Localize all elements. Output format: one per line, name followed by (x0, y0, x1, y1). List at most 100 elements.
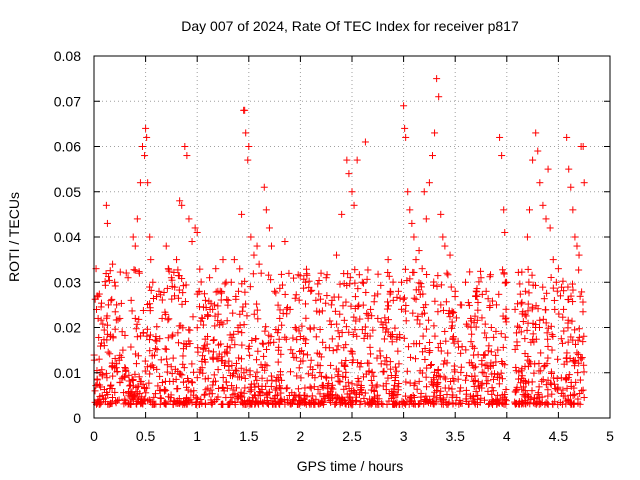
data-point (580, 332, 588, 340)
data-points (90, 75, 588, 408)
data-point (360, 334, 368, 342)
data-point (247, 380, 255, 388)
data-point (353, 381, 361, 389)
data-point (229, 372, 237, 380)
data-point (113, 301, 121, 309)
data-point (530, 369, 538, 377)
data-point (567, 391, 575, 399)
data-point (450, 339, 458, 347)
data-point (171, 283, 179, 291)
data-point (434, 344, 442, 352)
data-point (238, 341, 246, 349)
data-point (412, 286, 420, 294)
data-point (568, 317, 576, 325)
data-point (492, 397, 500, 405)
data-point (384, 302, 392, 310)
data-point (492, 327, 500, 335)
data-point (198, 364, 206, 372)
data-point (408, 393, 416, 401)
data-point (114, 316, 122, 324)
data-point (188, 360, 196, 368)
data-point (319, 338, 327, 346)
data-point (175, 339, 183, 347)
data-point (122, 366, 130, 374)
data-point (328, 381, 336, 389)
data-point (195, 303, 203, 311)
data-point (467, 338, 475, 346)
data-point (489, 362, 497, 370)
data-point (250, 310, 258, 318)
data-point (368, 396, 376, 404)
data-point (96, 381, 104, 389)
data-point (382, 380, 390, 388)
data-point (535, 359, 543, 367)
data-point (346, 393, 354, 401)
data-point (480, 351, 488, 359)
data-point (360, 394, 368, 402)
data-point (214, 366, 222, 374)
data-point (199, 345, 207, 353)
data-point (315, 400, 323, 408)
data-point (345, 170, 353, 178)
data-point (534, 147, 542, 155)
data-point (291, 324, 299, 331)
data-point (131, 242, 139, 250)
data-point (387, 371, 395, 379)
data-point (259, 340, 267, 348)
data-point (352, 390, 360, 398)
data-point (449, 391, 457, 399)
data-point (327, 301, 335, 309)
data-point (342, 341, 350, 349)
data-point (495, 380, 503, 388)
data-point (558, 283, 566, 291)
data-point (502, 305, 510, 313)
data-point (442, 337, 450, 345)
data-point (304, 370, 312, 378)
y-tick-label: 0.05 (54, 184, 81, 200)
data-point (544, 342, 552, 350)
data-point (179, 397, 187, 405)
data-point (422, 215, 430, 223)
data-point (485, 342, 493, 350)
data-point (481, 362, 489, 370)
data-point (296, 272, 304, 280)
data-point (576, 376, 584, 384)
data-point (274, 346, 282, 354)
data-point (430, 281, 438, 289)
data-point (111, 278, 119, 286)
data-point (559, 339, 567, 347)
data-point (555, 310, 563, 318)
data-point (151, 345, 159, 353)
data-point (560, 360, 568, 368)
data-point (236, 321, 244, 329)
data-point (462, 346, 470, 354)
data-point (457, 349, 465, 357)
data-point (178, 300, 186, 308)
data-point (530, 394, 538, 402)
data-point (180, 340, 188, 348)
data-point (546, 224, 554, 232)
data-point (118, 328, 126, 336)
data-point (580, 368, 588, 376)
data-point (371, 292, 379, 300)
data-point (176, 197, 184, 205)
data-point (199, 321, 207, 329)
data-point (553, 375, 561, 383)
data-point (544, 165, 552, 173)
data-point (348, 380, 356, 388)
data-point (412, 355, 420, 363)
data-point (499, 266, 507, 274)
data-point (111, 388, 119, 396)
data-point (254, 347, 262, 355)
data-point (441, 242, 449, 250)
data-point (488, 384, 496, 392)
data-point (294, 385, 302, 393)
data-point (542, 306, 550, 314)
data-point (349, 331, 357, 339)
data-point (241, 374, 249, 382)
data-point (310, 324, 318, 332)
data-point (179, 360, 187, 368)
data-point (112, 399, 120, 407)
data-point (472, 387, 480, 395)
data-point (277, 385, 285, 393)
